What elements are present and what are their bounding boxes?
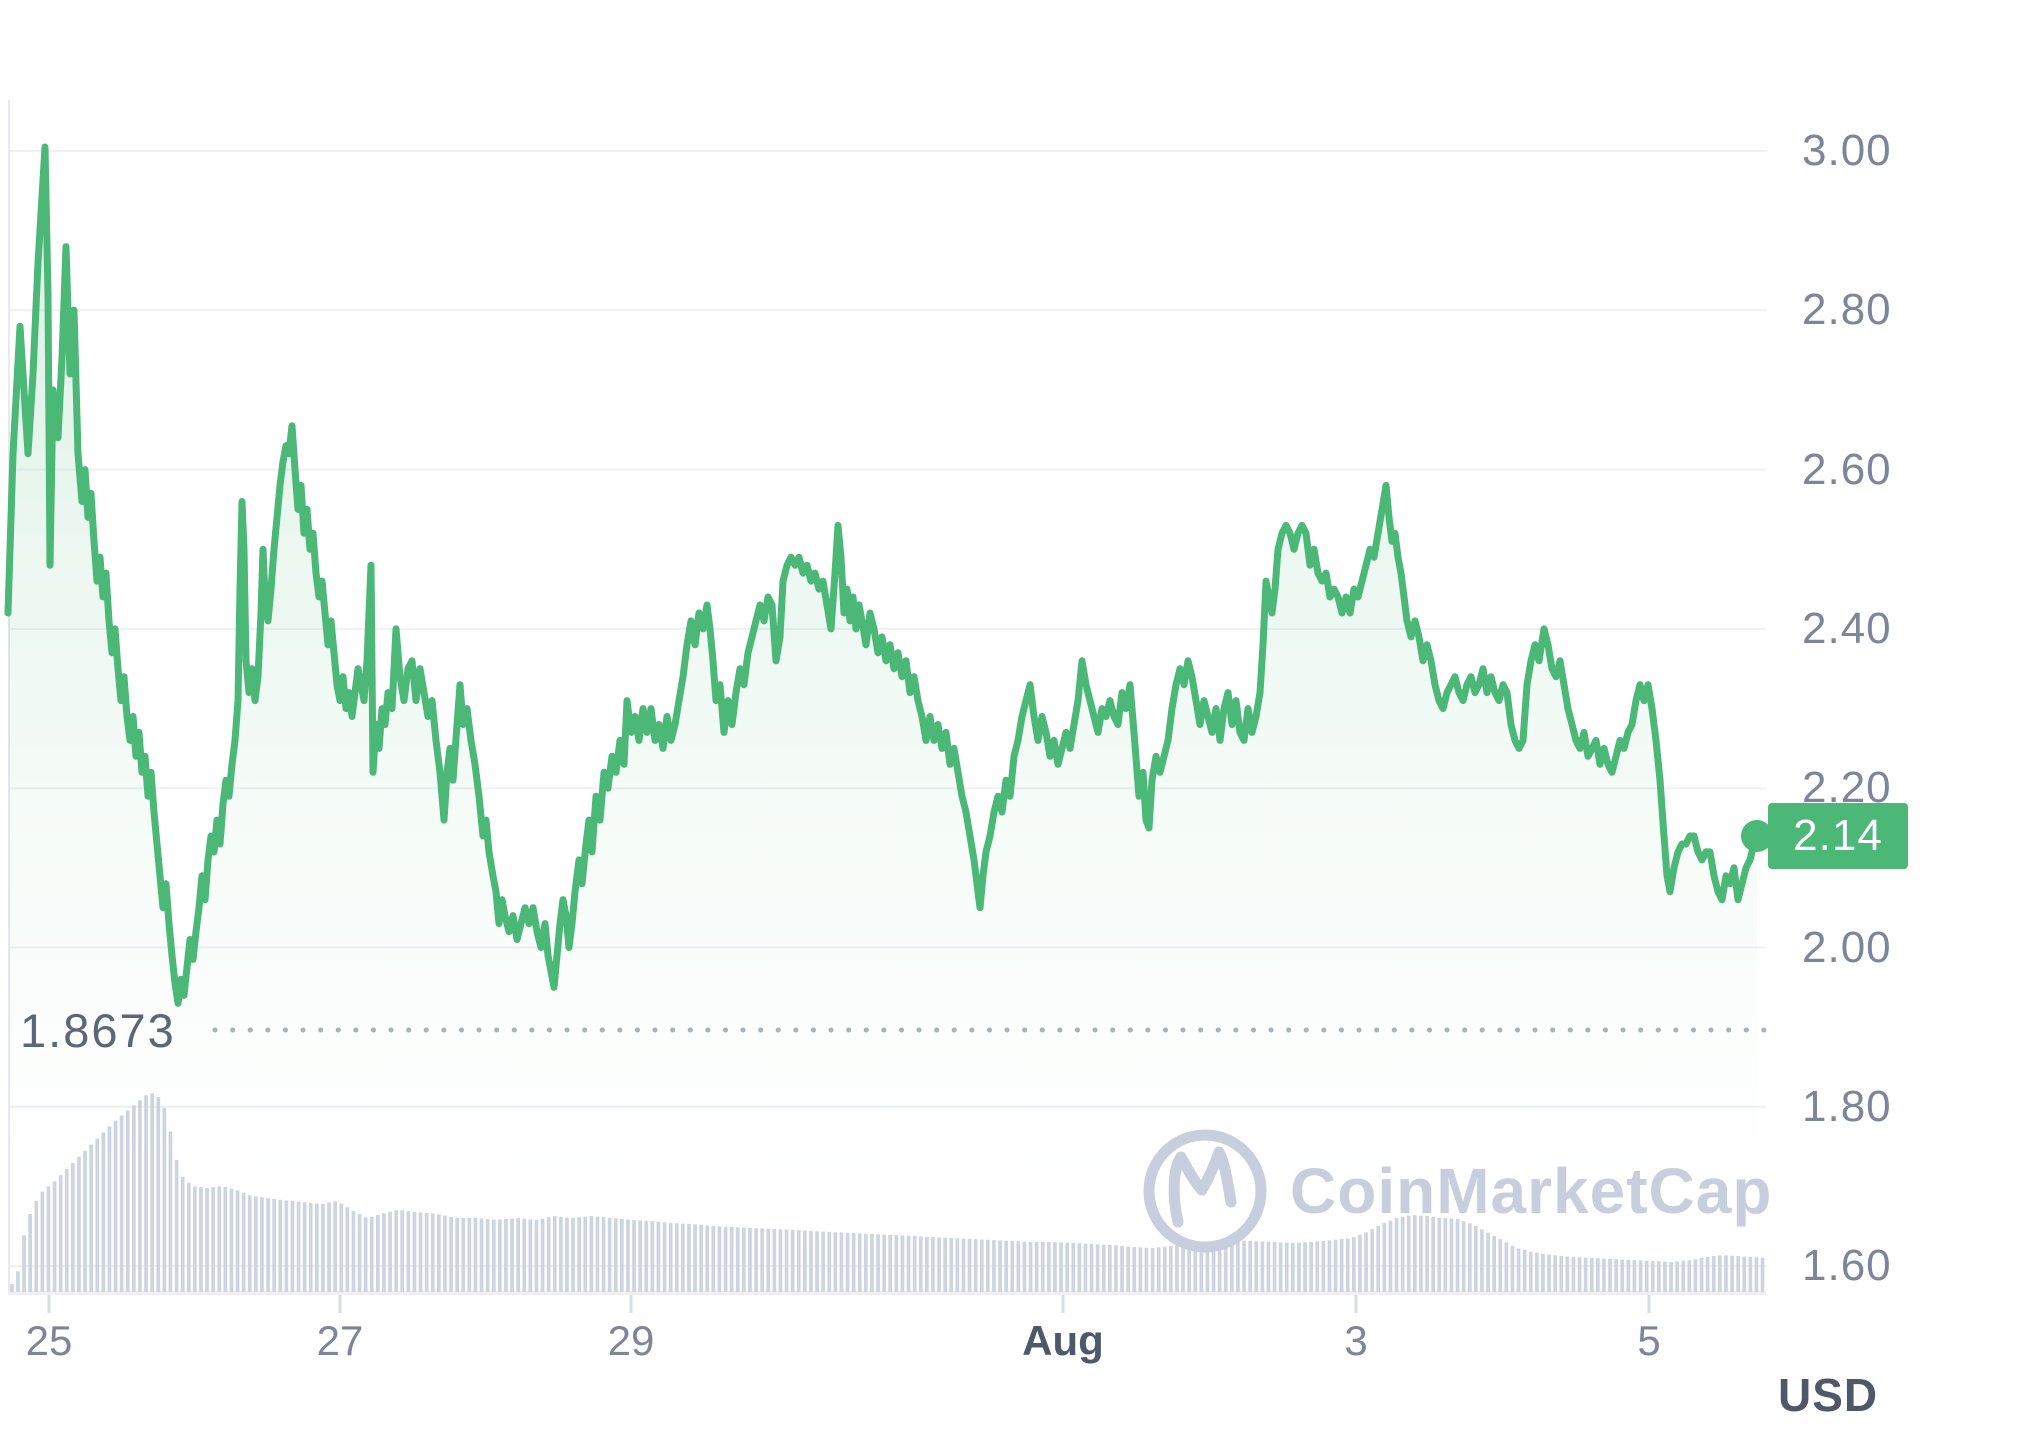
current-price-badge: 2.14	[1768, 802, 1908, 869]
x-axis-label: 25	[25, 1317, 73, 1364]
watermark-brand-text: CoinMarketCap	[1290, 1155, 1773, 1227]
x-axis-label: Aug	[1022, 1317, 1104, 1364]
last-price-dot	[1741, 820, 1773, 852]
y-axis-label: 2.40	[1802, 603, 1892, 653]
period-low-label: 1.8673	[20, 1004, 176, 1057]
x-axis-label: 3	[1344, 1317, 1368, 1364]
y-axis-label: 1.80	[1802, 1081, 1892, 1131]
watermark: CoinMarketCap	[1142, 1128, 1771, 1258]
y-axis-label: 1.60	[1802, 1241, 1892, 1291]
x-axis-label: 5	[1637, 1317, 1661, 1364]
currency-unit-label: USD	[1778, 1369, 1879, 1421]
x-axis-label: 27	[316, 1317, 364, 1364]
price-area-fill	[8, 147, 1757, 1292]
y-axis-label: 2.20	[1802, 763, 1892, 813]
y-axis-label: 3.00	[1802, 126, 1892, 175]
y-axis-label: 2.60	[1802, 444, 1892, 494]
x-axis-ticks	[47, 1295, 1651, 1313]
y-axis-label: 2.00	[1802, 922, 1892, 972]
price-line	[4, 143, 1761, 1007]
x-axis-label: 29	[607, 1317, 655, 1364]
y-axis-label: 2.80	[1802, 285, 1892, 335]
